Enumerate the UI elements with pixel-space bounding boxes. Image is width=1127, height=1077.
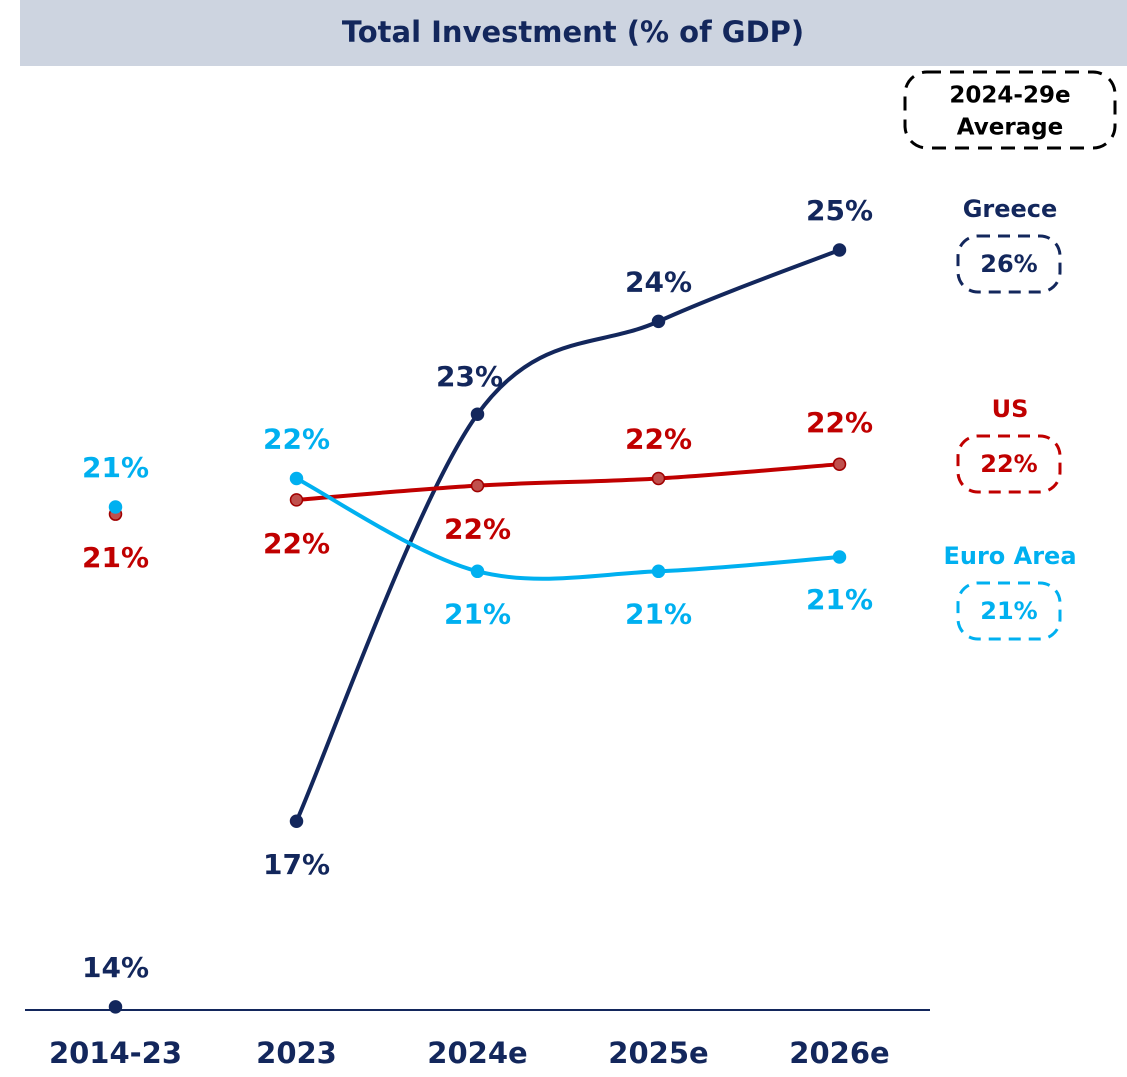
data-point xyxy=(832,550,847,564)
average-label: 22% xyxy=(980,450,1037,478)
x-tick-label: 2026e xyxy=(789,1036,889,1070)
data-point xyxy=(470,564,485,579)
data-point xyxy=(651,564,666,579)
average-header-box xyxy=(903,70,1117,150)
x-tick-label: 2024e xyxy=(427,1036,527,1070)
data-label: 17% xyxy=(263,848,330,881)
data-label: 21% xyxy=(625,597,692,630)
x-tick-label: 2025e xyxy=(608,1036,708,1070)
data-point xyxy=(651,314,666,329)
legend-label: Euro Area xyxy=(943,542,1076,570)
series-line xyxy=(294,248,841,823)
data-label: 22% xyxy=(806,406,873,439)
average-box xyxy=(956,234,1062,294)
data-point xyxy=(651,471,666,486)
data-point xyxy=(289,493,304,507)
data-label: 21% xyxy=(82,451,149,484)
chart-title: Total Investment (% of GDP) xyxy=(342,15,804,49)
data-label: 24% xyxy=(625,265,692,298)
series-line xyxy=(295,476,840,581)
data-point xyxy=(289,814,304,828)
data-point xyxy=(289,471,304,486)
average-label: 21% xyxy=(980,597,1037,625)
data-label: 25% xyxy=(806,194,873,227)
title-band xyxy=(20,0,1127,66)
data-label: 22% xyxy=(263,527,330,560)
average-box xyxy=(956,581,1062,641)
legend-label: Greece xyxy=(963,195,1058,223)
data-label: 23% xyxy=(436,360,503,393)
data-label: 21% xyxy=(82,541,149,574)
data-label: 22% xyxy=(263,422,330,455)
data-point xyxy=(470,407,485,421)
data-label: 22% xyxy=(625,422,692,455)
data-point xyxy=(470,478,485,493)
x-tick-label: 2023 xyxy=(256,1036,337,1070)
data-label: 22% xyxy=(444,513,511,546)
data-label: 21% xyxy=(806,583,873,616)
data-label: 14% xyxy=(82,951,149,984)
series-line xyxy=(296,462,840,502)
data-point xyxy=(108,1000,123,1014)
average-label: 26% xyxy=(980,250,1037,278)
average-box xyxy=(956,434,1062,494)
average-header: 2024-29e xyxy=(949,83,1070,109)
data-point xyxy=(832,243,847,257)
data-label: 21% xyxy=(444,597,511,630)
x-tick-label: 2014-23 xyxy=(49,1036,182,1070)
data-point xyxy=(108,500,123,514)
average-header: Average xyxy=(957,115,1064,141)
legend-label: US xyxy=(992,395,1029,423)
data-point xyxy=(832,457,847,471)
